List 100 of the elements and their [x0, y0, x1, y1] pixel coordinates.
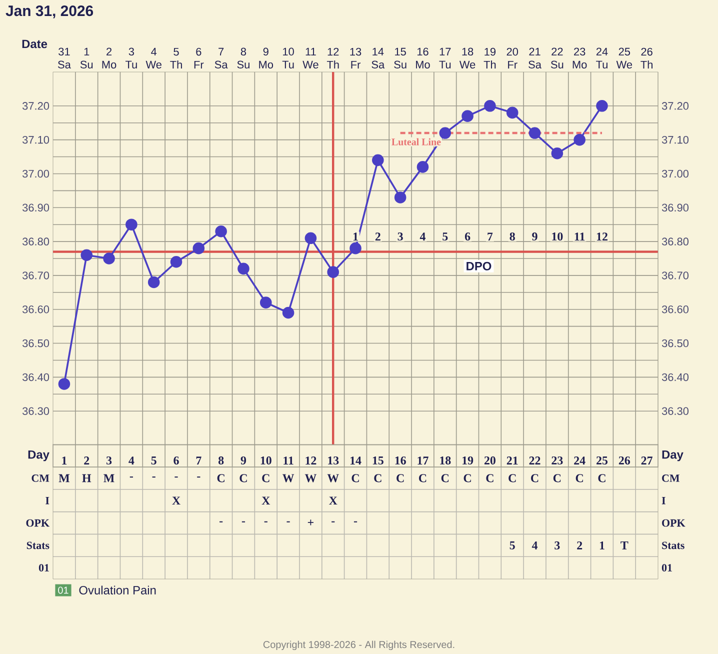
- chart-title: Jan 31, 2026: [6, 6, 94, 18]
- point: [238, 262, 250, 275]
- x-tick-label: 15 Su: [394, 48, 406, 68]
- x-tick-label: 5 Th: [170, 48, 182, 68]
- x-tick-label: 19: [462, 456, 474, 464]
- point: [58, 378, 70, 390]
- x-tick-label: 16: [395, 456, 406, 464]
- annotation: 8: [510, 232, 515, 241]
- x-tick-label: 27: [641, 456, 652, 464]
- text: Copyright 1998-2026 - All Rights Reserved.: [263, 640, 454, 650]
- y2-tick-label: 01: [662, 564, 672, 572]
- x-tick-label: 1: [62, 456, 67, 464]
- y-tick-label: 36.40: [22, 373, 50, 382]
- point: [170, 256, 182, 268]
- y2-tick-label: 36.60: [662, 305, 689, 314]
- x-tick-label: 10: [260, 456, 272, 464]
- annotation: 6: [464, 232, 470, 241]
- y-tick-label: 36.50: [22, 339, 50, 348]
- annotation: 2: [375, 232, 380, 241]
- point: [528, 127, 541, 139]
- text: W: [304, 474, 316, 482]
- x-tick-label: 1 Su: [80, 48, 93, 68]
- x-tick-label: 9 Mo: [259, 48, 274, 68]
- annotation: 7: [488, 232, 493, 241]
- x-tick-label: 13: [328, 456, 339, 464]
- x-tick-label: 20 Fr: [506, 48, 518, 68]
- x-tick-label: 19 Th: [484, 48, 496, 68]
- text: C: [531, 474, 538, 482]
- text: -: [152, 476, 156, 478]
- point: [327, 266, 339, 278]
- text: -: [332, 521, 335, 522]
- x-tick-label: 12: [306, 456, 316, 464]
- text: C: [508, 474, 516, 482]
- x-tick-label: 15: [372, 456, 384, 464]
- point: [394, 192, 406, 204]
- point: [574, 134, 586, 146]
- x-tick-label: 3: [106, 456, 112, 464]
- point: [350, 242, 362, 254]
- x-tick-label: 6: [174, 456, 179, 464]
- text: C: [262, 474, 270, 482]
- x-tick-label: 26 Th: [640, 48, 652, 68]
- y2-tick-label: 37.10: [662, 136, 689, 144]
- x-tick-label: 21 Sa: [528, 48, 542, 68]
- x-tick-label: 20: [484, 456, 496, 464]
- y-tick-label: 01: [38, 564, 49, 572]
- text: -: [174, 476, 178, 478]
- y-tick-label: OPK: [26, 519, 50, 527]
- x-tick-label: 4: [128, 456, 134, 464]
- text: Ovulation Pain: [79, 586, 156, 594]
- point: [80, 249, 93, 262]
- y-tick-label: 36.70: [22, 272, 50, 280]
- x-tick-label: 24 Tu: [596, 48, 608, 68]
- x-tick-label: 18 We: [459, 48, 476, 68]
- annotation: 3: [398, 232, 403, 241]
- text: T: [620, 541, 628, 550]
- y2-tick-label: 37.00: [662, 170, 689, 178]
- x-axis-title: Date: [22, 40, 48, 48]
- x-tick-label: 21: [506, 456, 518, 464]
- text: M: [58, 474, 70, 482]
- y2-tick-label: CM: [662, 474, 680, 482]
- y2-tick-label: 36.40: [662, 373, 689, 382]
- text: X: [329, 496, 338, 505]
- point: [304, 232, 317, 244]
- x-tick-label: 8: [218, 456, 224, 464]
- x-tick-label: 10 Tu: [282, 48, 294, 68]
- point: [192, 242, 205, 254]
- x-tick-label: 9: [240, 456, 246, 464]
- x-tick-label: 7: [196, 456, 202, 464]
- text: X: [262, 496, 270, 505]
- point: [416, 161, 429, 173]
- text: C: [486, 474, 494, 482]
- annotation: 9: [532, 232, 538, 241]
- x-tick-label: 2 Mo: [102, 48, 116, 68]
- text: Day: [662, 450, 684, 462]
- text: -: [286, 521, 290, 522]
- text: 01: [58, 586, 68, 594]
- text: C: [374, 474, 382, 482]
- y2-tick-label: 36.30: [662, 407, 689, 415]
- point: [551, 147, 564, 160]
- x-tick-label: 25: [596, 456, 608, 464]
- point: [506, 106, 518, 119]
- text: -: [220, 521, 223, 522]
- x-tick-label: 14 Sa: [372, 48, 385, 68]
- y2-tick-label: I: [662, 497, 666, 504]
- point: [148, 276, 160, 288]
- text: C: [553, 474, 561, 482]
- x-tick-label: 23 Mo: [572, 48, 587, 68]
- x-tick-label: 5: [151, 456, 156, 464]
- x-tick-label: 24: [574, 456, 586, 464]
- text: +: [308, 520, 314, 526]
- text: H: [82, 474, 92, 482]
- point: [103, 252, 115, 264]
- y2-tick-label: 36.70: [662, 272, 689, 280]
- x-tick-label: 17: [418, 456, 428, 464]
- x-tick-label: 2: [84, 456, 90, 464]
- annotation: 10: [552, 232, 563, 241]
- text: 1: [600, 541, 604, 550]
- y2-tick-label: OPK: [662, 519, 686, 527]
- y-tick-label: 37.00: [22, 170, 50, 178]
- text: -: [242, 521, 246, 522]
